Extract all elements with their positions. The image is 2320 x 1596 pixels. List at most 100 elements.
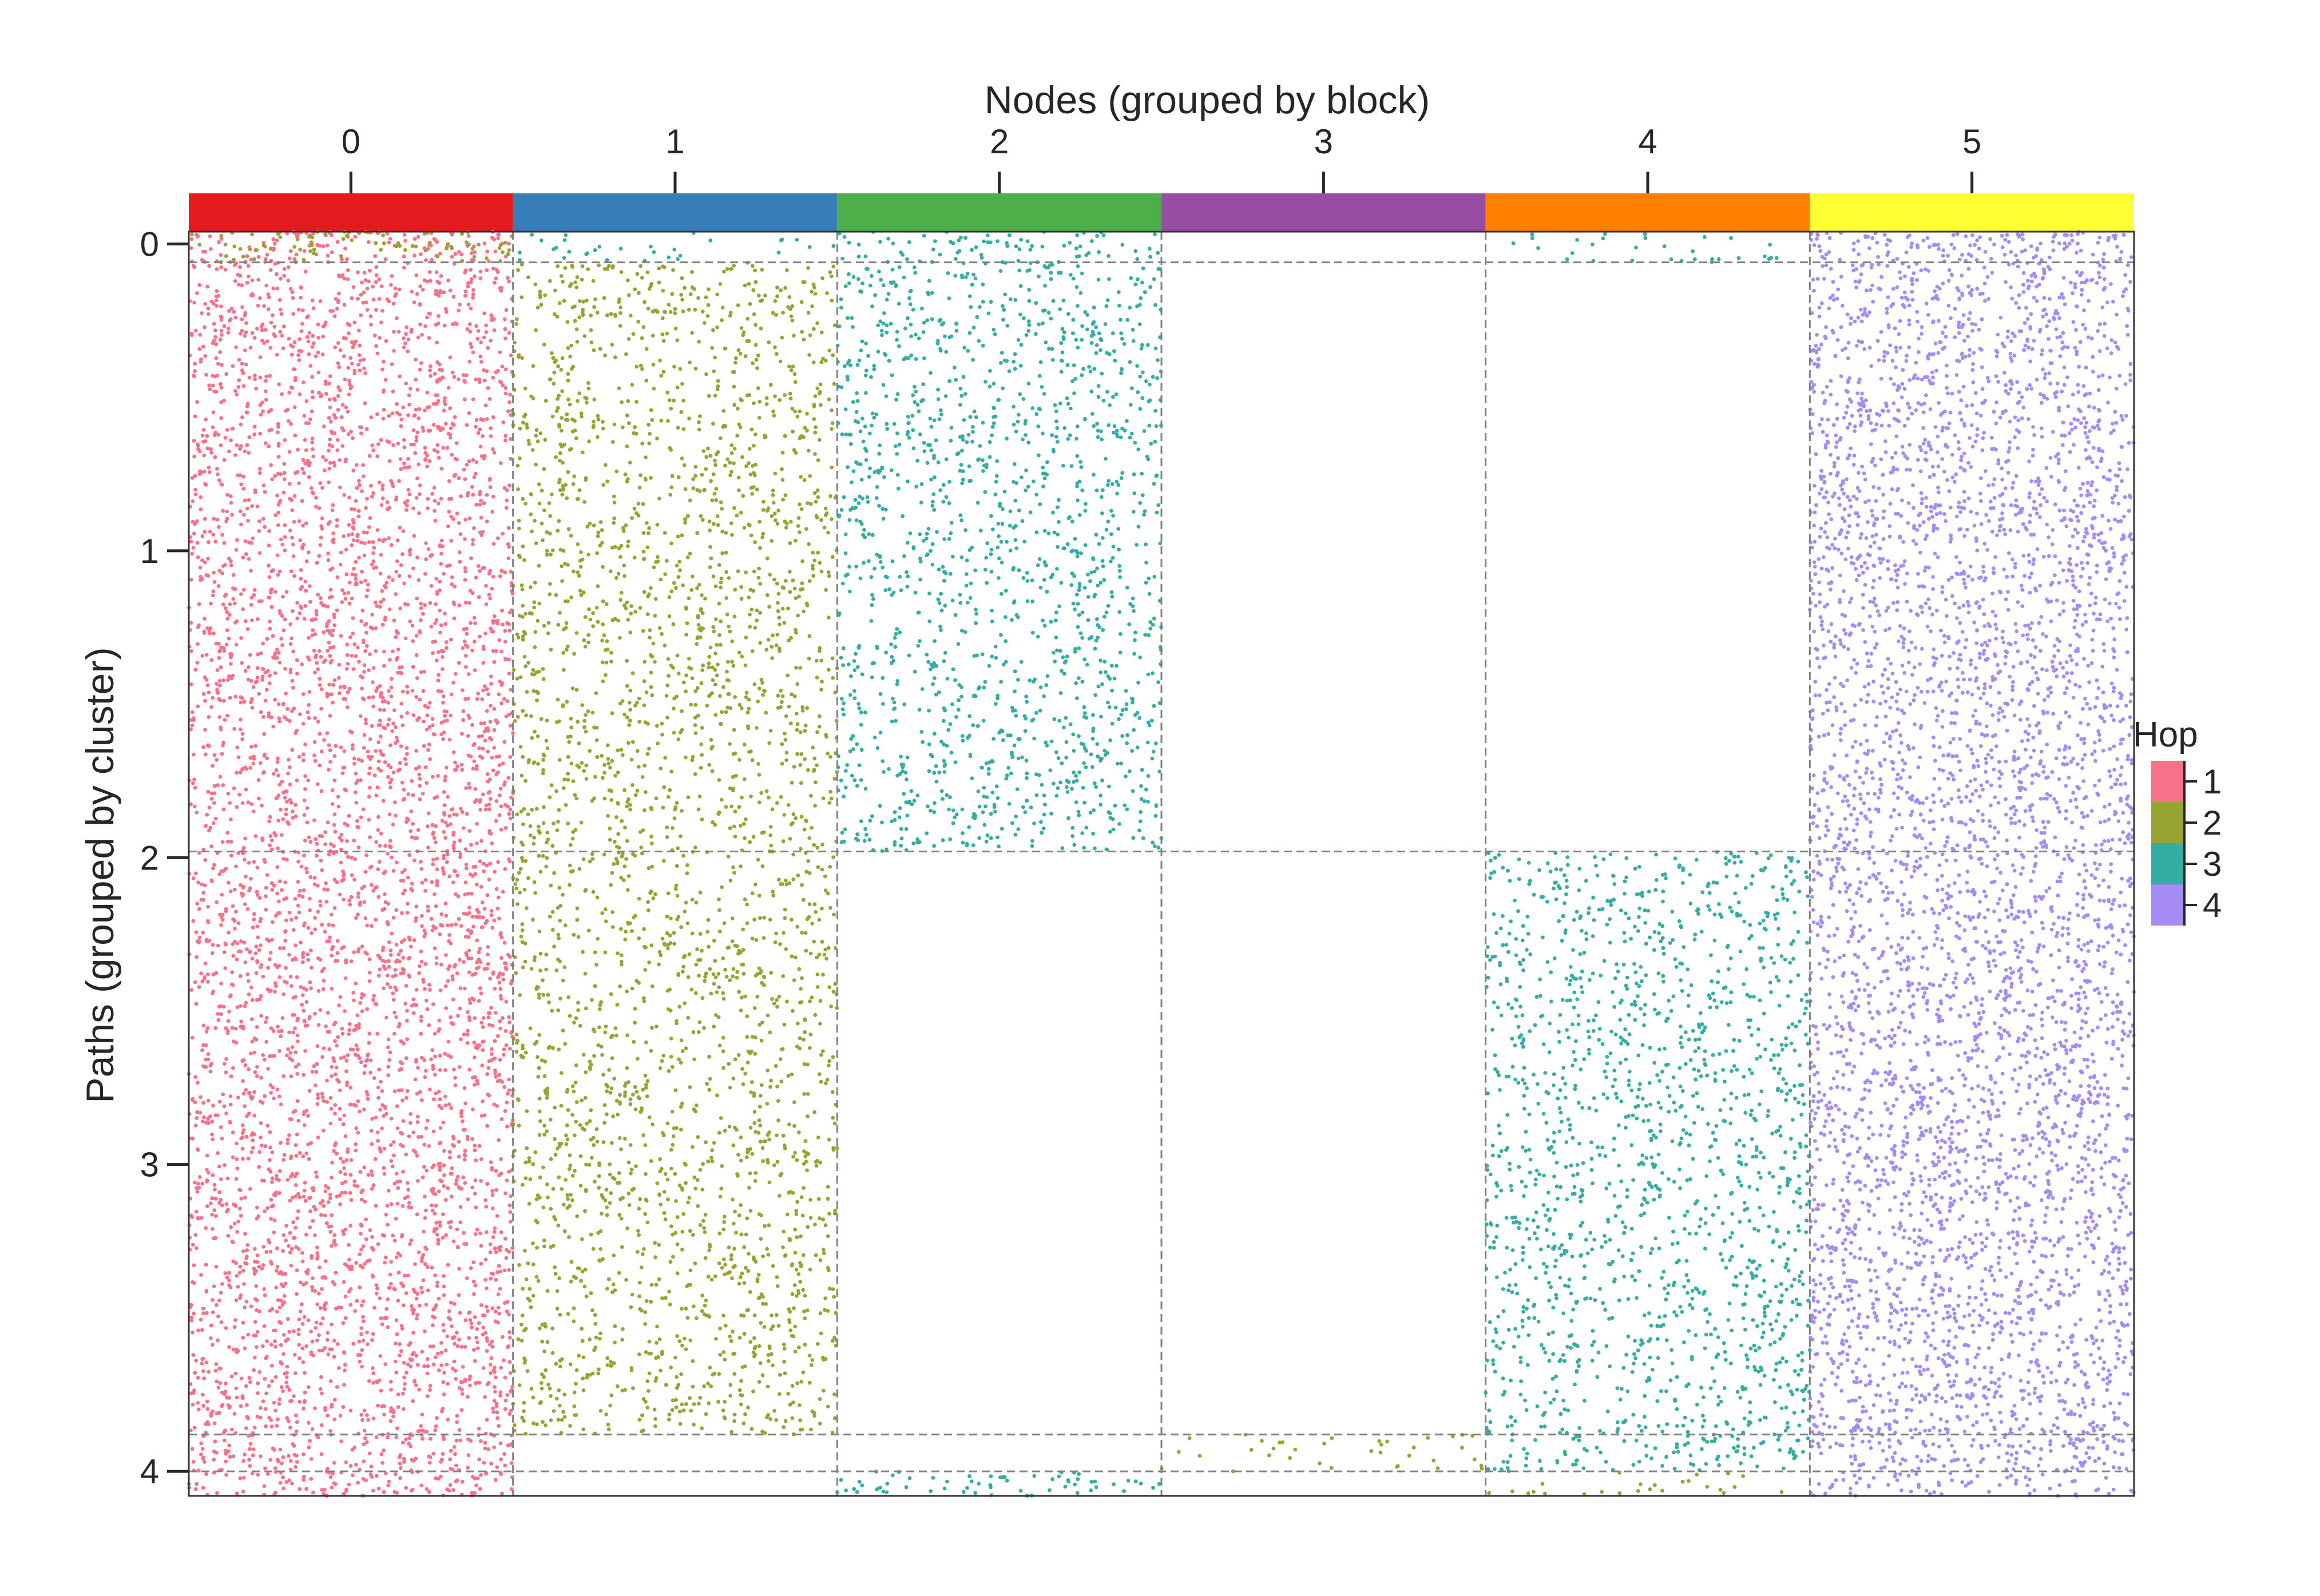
point-hop-1 bbox=[497, 692, 501, 697]
point-hop-1 bbox=[452, 1359, 457, 1364]
point-hop-1 bbox=[255, 1025, 259, 1029]
point-hop-1 bbox=[335, 448, 340, 452]
point-hop-1 bbox=[420, 880, 425, 885]
point-hop-1 bbox=[346, 533, 351, 537]
point-hop-1 bbox=[295, 778, 299, 783]
point-hop-1 bbox=[490, 1023, 495, 1028]
point-hop-1 bbox=[265, 1206, 269, 1210]
point-hop-1 bbox=[450, 1324, 454, 1329]
point-hop-1 bbox=[337, 1366, 341, 1370]
point-hop-1 bbox=[275, 272, 279, 276]
point-hop-1 bbox=[340, 403, 345, 407]
point-hop-1 bbox=[308, 364, 313, 368]
point-hop-1 bbox=[414, 653, 419, 657]
point-hop-1 bbox=[499, 683, 504, 687]
point-hop-1 bbox=[306, 1114, 310, 1118]
point-hop-1 bbox=[311, 1186, 315, 1190]
point-hop-1 bbox=[189, 682, 193, 686]
point-hop-1 bbox=[223, 436, 228, 440]
point-hop-1 bbox=[215, 1491, 219, 1495]
point-hop-1 bbox=[495, 721, 499, 725]
point-hop-1 bbox=[454, 1463, 458, 1468]
point-hop-1 bbox=[364, 427, 369, 431]
point-hop-1 bbox=[195, 1110, 199, 1114]
point-hop-1 bbox=[281, 1284, 285, 1289]
point-hop-1 bbox=[304, 559, 309, 563]
point-hop-1 bbox=[415, 430, 420, 435]
point-hop-1 bbox=[485, 1349, 489, 1353]
point-hop-1 bbox=[268, 268, 273, 272]
point-hop-1 bbox=[469, 556, 473, 561]
point-hop-1 bbox=[243, 1196, 247, 1200]
x-tick-label-5: 5 bbox=[1962, 122, 1981, 161]
point-hop-1 bbox=[295, 1171, 299, 1176]
point-hop-1 bbox=[465, 493, 470, 498]
point-hop-1 bbox=[507, 672, 511, 676]
point-hop-1 bbox=[266, 669, 270, 673]
point-hop-1 bbox=[322, 887, 327, 891]
point-hop-1 bbox=[352, 368, 357, 373]
point-hop-1 bbox=[399, 744, 403, 749]
point-hop-1 bbox=[347, 581, 352, 585]
point-hop-1 bbox=[386, 852, 390, 856]
point-hop-1 bbox=[208, 1063, 213, 1068]
point-hop-1 bbox=[203, 302, 208, 306]
point-hop-1 bbox=[363, 371, 368, 375]
point-hop-1 bbox=[275, 1309, 279, 1314]
point-hop-1 bbox=[388, 743, 392, 748]
point-hop-1 bbox=[380, 908, 384, 912]
point-hop-1 bbox=[430, 258, 434, 262]
point-hop-1 bbox=[421, 1175, 425, 1180]
point-hop-1 bbox=[239, 883, 243, 887]
point-hop-1 bbox=[264, 1016, 269, 1020]
point-hop-1 bbox=[369, 483, 373, 488]
point-hop-1 bbox=[360, 280, 364, 285]
point-hop-1 bbox=[503, 656, 507, 661]
point-hop-1 bbox=[383, 1106, 387, 1110]
point-hop-1 bbox=[281, 992, 286, 996]
point-hop-1 bbox=[298, 1280, 303, 1285]
point-hop-1 bbox=[326, 820, 330, 825]
point-hop-1 bbox=[297, 1343, 301, 1347]
point-hop-1 bbox=[261, 714, 265, 719]
point-hop-1 bbox=[208, 1114, 212, 1118]
point-hop-1 bbox=[407, 1436, 411, 1440]
point-hop-1 bbox=[346, 410, 350, 414]
point-hop-1 bbox=[225, 1209, 229, 1214]
point-hop-1 bbox=[313, 759, 318, 763]
point-hop-1 bbox=[273, 1345, 277, 1349]
point-hop-1 bbox=[219, 482, 223, 486]
point-hop-1 bbox=[303, 604, 307, 608]
point-hop-1 bbox=[259, 994, 263, 998]
point-hop-1 bbox=[419, 1031, 423, 1036]
point-hop-1 bbox=[497, 916, 501, 921]
point-hop-1 bbox=[296, 1192, 300, 1196]
point-hop-1 bbox=[456, 1014, 460, 1018]
point-hop-1 bbox=[287, 390, 292, 395]
point-hop-1 bbox=[336, 1035, 340, 1039]
point-hop-1 bbox=[320, 516, 324, 521]
point-hop-1 bbox=[507, 1360, 512, 1364]
point-hop-1 bbox=[309, 1329, 313, 1334]
point-hop-1 bbox=[212, 321, 216, 326]
point-hop-1 bbox=[195, 1482, 199, 1486]
point-hop-1 bbox=[489, 626, 493, 630]
point-hop-1 bbox=[459, 1408, 464, 1412]
point-hop-1 bbox=[370, 613, 375, 617]
point-hop-1 bbox=[334, 1307, 338, 1311]
point-hop-1 bbox=[414, 749, 418, 753]
point-hop-1 bbox=[349, 429, 353, 434]
point-hop-1 bbox=[202, 629, 207, 634]
point-hop-1 bbox=[298, 538, 303, 542]
point-hop-1 bbox=[453, 252, 458, 256]
point-hop-1 bbox=[231, 597, 236, 601]
point-hop-1 bbox=[386, 922, 390, 927]
point-hop-1 bbox=[498, 1390, 503, 1395]
point-hop-1 bbox=[475, 1340, 479, 1345]
point-hop-1 bbox=[222, 950, 227, 955]
point-hop-1 bbox=[466, 891, 470, 896]
point-hop-1 bbox=[509, 1194, 513, 1198]
point-hop-1 bbox=[393, 968, 398, 972]
point-hop-1 bbox=[419, 618, 423, 622]
point-hop-1 bbox=[236, 755, 241, 760]
